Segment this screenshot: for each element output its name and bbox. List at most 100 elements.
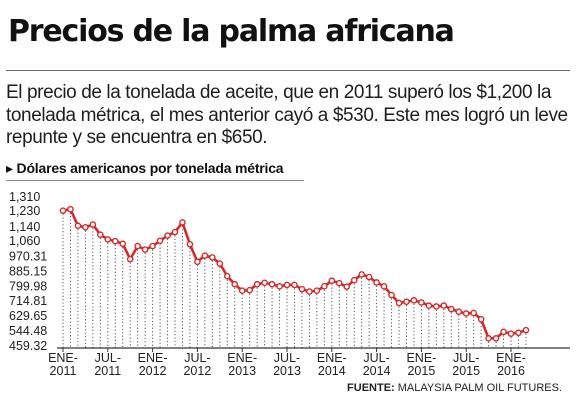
data-point — [470, 309, 477, 317]
y-tick-label: 1,230 — [9, 204, 40, 218]
x-tick-label-line: ENE- — [48, 351, 78, 365]
y-tick-label: 459.32 — [9, 339, 47, 353]
unit-divider — [6, 180, 304, 181]
data-point — [97, 231, 104, 238]
x-tick-label-line: JUL- — [453, 351, 479, 365]
data-point — [395, 299, 403, 307]
data-point — [321, 283, 328, 290]
x-tick-label-line: ENE- — [138, 351, 168, 365]
y-tick-label: 885.15 — [9, 264, 47, 278]
data-point — [365, 273, 373, 281]
x-tick-label: ENE-2011 — [48, 351, 78, 378]
data-point — [119, 240, 127, 248]
x-tick-label-line: ENE- — [496, 351, 526, 365]
data-point — [433, 303, 440, 310]
data-point — [455, 308, 463, 316]
data-point — [216, 260, 224, 267]
x-axis: ENE-2011JUL-2011ENE-2012JUL-2012ENE-2013… — [48, 347, 570, 378]
data-point — [447, 305, 455, 313]
y-axis-unit-label: Dólares americanos por tonelada métrica — [16, 160, 284, 176]
y-tick-label: 1,060 — [9, 234, 40, 248]
data-point — [477, 315, 485, 323]
x-tick-label-line: 2014 — [318, 364, 346, 378]
x-tick-label-line: 2011 — [50, 364, 77, 378]
x-tick-label-line: ENE- — [317, 351, 347, 365]
data-point — [298, 285, 306, 293]
x-tick-label-line: ENE- — [227, 351, 257, 365]
x-tick-label-line: 2014 — [363, 364, 391, 378]
data-point — [179, 219, 186, 226]
data-point — [462, 310, 470, 317]
y-tick-label: 970.31 — [9, 249, 47, 263]
data-point — [59, 207, 67, 214]
y-tick-label: 799.98 — [9, 279, 47, 293]
x-tick-label-line: JUL- — [184, 351, 210, 365]
data-point — [335, 279, 343, 287]
data-point — [350, 276, 358, 284]
data-point — [74, 222, 82, 230]
title-divider — [6, 70, 570, 71]
x-tick-label-line: 2013 — [228, 364, 256, 378]
x-tick-label: ENE-2013 — [227, 351, 257, 378]
data-point — [410, 297, 418, 304]
data-point — [149, 242, 156, 250]
data-point — [156, 237, 164, 245]
data-point — [507, 330, 515, 337]
data-point — [440, 302, 448, 309]
data-point — [201, 252, 209, 259]
data-point — [67, 205, 74, 213]
x-tick-label-line: ENE- — [406, 351, 436, 365]
y-tick-label: 1,140 — [9, 220, 40, 234]
y-tick-label: 544.48 — [9, 324, 47, 338]
data-point — [164, 232, 171, 239]
data-point — [515, 329, 522, 337]
caret-right-icon: ▸ — [6, 160, 13, 176]
x-tick-label: ENE-2016 — [496, 351, 526, 378]
data-point — [313, 287, 321, 295]
data-point — [522, 326, 530, 334]
data-point — [291, 281, 298, 289]
x-tick-label-line: 2012 — [139, 364, 167, 378]
data-point — [134, 242, 141, 250]
data-point — [261, 279, 268, 287]
x-tick-label: ENE-2014 — [317, 351, 347, 378]
x-tick-label-line: 2013 — [273, 364, 301, 378]
source-note: FUENTE: MALAYSIA PALM OIL FUTURES. — [347, 382, 562, 394]
data-point — [492, 335, 500, 342]
data-point — [500, 328, 507, 336]
unit-caption: ▸ Dólares americanos por tonelada métric… — [6, 160, 306, 177]
price-series — [59, 205, 530, 342]
y-tick-label: 629.65 — [9, 309, 47, 323]
data-point — [380, 283, 388, 290]
data-point — [141, 246, 149, 253]
chart-description: El precio de la tonelada de aceite, que … — [6, 82, 568, 148]
data-point — [403, 298, 410, 306]
drop-lines — [62, 209, 527, 348]
data-point — [238, 287, 246, 295]
y-tick-label: 714.81 — [9, 294, 47, 308]
data-point — [209, 254, 216, 261]
data-point — [186, 240, 194, 248]
data-point — [373, 279, 380, 286]
x-tick-label: JUL-2011 — [94, 351, 121, 378]
data-point — [194, 258, 201, 266]
x-tick-label: ENE-2015 — [406, 351, 436, 378]
x-tick-label: JUL-2014 — [363, 351, 391, 378]
x-tick-label-line: JUL- — [363, 351, 389, 365]
data-point — [82, 224, 89, 231]
x-tick-label-line: 2011 — [94, 364, 121, 378]
data-point — [246, 286, 253, 294]
data-point — [223, 272, 231, 280]
x-tick-label: JUL-2012 — [183, 351, 211, 378]
data-point — [388, 291, 395, 299]
data-point — [306, 288, 313, 295]
x-tick-label-line: 2015 — [452, 364, 480, 378]
x-tick-label-line: JUL- — [95, 351, 121, 365]
data-point — [253, 280, 261, 288]
x-tick-label-line: JUL- — [274, 351, 300, 365]
data-point — [89, 221, 97, 228]
source-label: FUENTE: — [347, 382, 395, 394]
data-point — [276, 283, 283, 290]
